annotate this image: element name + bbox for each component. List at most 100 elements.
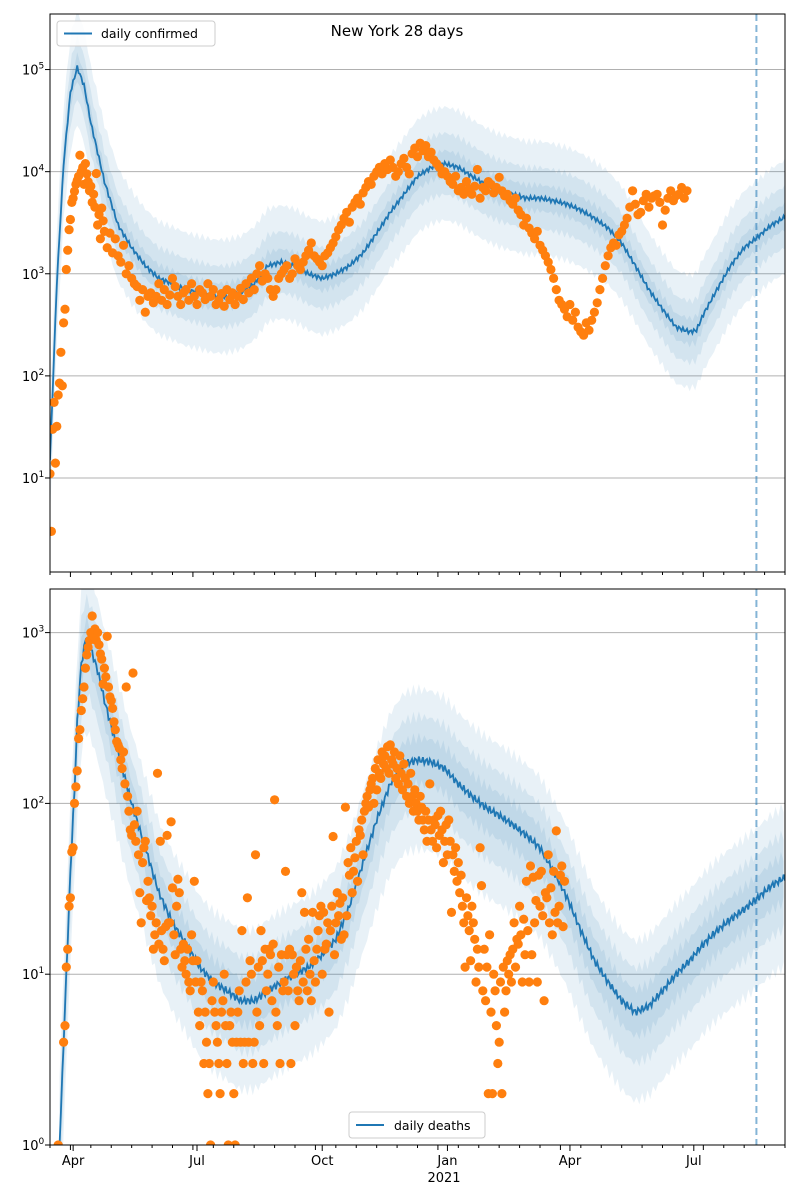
observed-point: [225, 1021, 235, 1031]
observed-point: [467, 901, 477, 911]
observed-point: [138, 285, 148, 295]
observed-point: [510, 962, 521, 972]
y-tick-exponent: 2: [39, 368, 45, 378]
observed-point: [425, 779, 435, 789]
observed-point: [201, 1037, 212, 1047]
observed-point: [622, 213, 632, 223]
observed-point: [135, 295, 145, 305]
observed-point: [65, 893, 75, 903]
observed-point: [263, 273, 273, 283]
observed-point: [110, 234, 120, 244]
observed-point: [506, 977, 516, 987]
observed-point: [355, 830, 365, 841]
legend-label-confirmed: daily confirmed: [101, 26, 198, 41]
observed-point: [256, 926, 266, 936]
uncertainty-band-inner: [50, 52, 785, 473]
observed-point: [204, 1058, 214, 1069]
observed-point: [246, 969, 256, 979]
observed-point: [208, 977, 218, 987]
observed-point: [461, 177, 472, 187]
observed-point: [187, 930, 197, 940]
observed-point: [140, 307, 150, 317]
observed-point: [448, 850, 458, 860]
observed-point: [530, 234, 540, 244]
observed-point: [489, 969, 499, 979]
observed-point: [495, 977, 506, 987]
observed-point: [74, 733, 84, 744]
observed-point: [265, 950, 276, 960]
observed-point: [369, 798, 379, 809]
observed-point: [56, 347, 66, 357]
observed-point: [222, 1058, 232, 1069]
observed-point: [536, 866, 547, 877]
uncertainty-band-middle: [59, 593, 784, 1145]
observed-point: [491, 1021, 501, 1031]
observed-point: [219, 301, 229, 311]
observed-point: [306, 238, 316, 248]
observed-point: [207, 996, 217, 1006]
observed-point: [294, 996, 304, 1006]
observed-point: [466, 956, 476, 966]
observed-point: [181, 285, 191, 295]
y-tick-exponent: 2: [39, 795, 45, 805]
observed-point: [99, 663, 109, 673]
observed-point: [331, 232, 341, 242]
observed-point: [404, 798, 414, 809]
observed-point: [174, 888, 184, 898]
observed-point: [415, 791, 425, 801]
observed-point: [257, 956, 267, 966]
observed-point: [87, 611, 97, 621]
deaths-model-line: [58, 637, 785, 1145]
observed-point: [61, 962, 71, 972]
observed-point: [287, 269, 297, 279]
observed-point: [611, 240, 621, 250]
observed-point: [69, 186, 80, 196]
observed-point: [449, 866, 459, 877]
observed-point: [83, 642, 93, 652]
observed-point: [197, 986, 207, 996]
observed-point: [287, 950, 297, 960]
observed-point: [525, 861, 536, 871]
observed-point: [476, 881, 487, 891]
observed-point: [517, 977, 527, 987]
observed-point: [532, 226, 542, 236]
observed-point: [436, 806, 446, 816]
observed-point: [459, 918, 469, 928]
observed-point: [457, 901, 467, 911]
observed-point: [97, 203, 107, 213]
observed-point: [494, 172, 504, 182]
observed-point: [399, 153, 409, 163]
observed-point: [182, 944, 193, 954]
observed-point: [376, 773, 386, 784]
observed-point: [461, 893, 472, 903]
observed-point: [293, 986, 303, 996]
observed-point: [159, 956, 169, 966]
observed-point: [64, 901, 74, 911]
observed-point: [355, 199, 365, 209]
observed-point: [237, 926, 247, 936]
observed-point: [283, 986, 293, 996]
observed-point: [132, 806, 142, 816]
observed-point: [543, 850, 553, 860]
observed-point: [101, 672, 111, 682]
observed-point: [395, 751, 405, 761]
observed-point: [147, 901, 157, 911]
observed-point: [214, 1058, 224, 1069]
observed-point: [331, 918, 341, 928]
y-tick-label: 105: [22, 62, 44, 79]
observed-point: [95, 234, 105, 244]
observed-point: [660, 205, 670, 215]
observed-point: [187, 279, 197, 289]
observed-point: [91, 168, 101, 179]
observed-point: [271, 1007, 281, 1017]
observed-point: [510, 193, 521, 203]
observed-point: [59, 1037, 69, 1047]
observed-point: [521, 876, 532, 886]
observed-point: [410, 785, 420, 795]
observed-point: [259, 1058, 269, 1069]
y-tick-label: 102: [22, 795, 44, 812]
observed-point: [471, 977, 481, 987]
observed-point: [241, 977, 251, 987]
